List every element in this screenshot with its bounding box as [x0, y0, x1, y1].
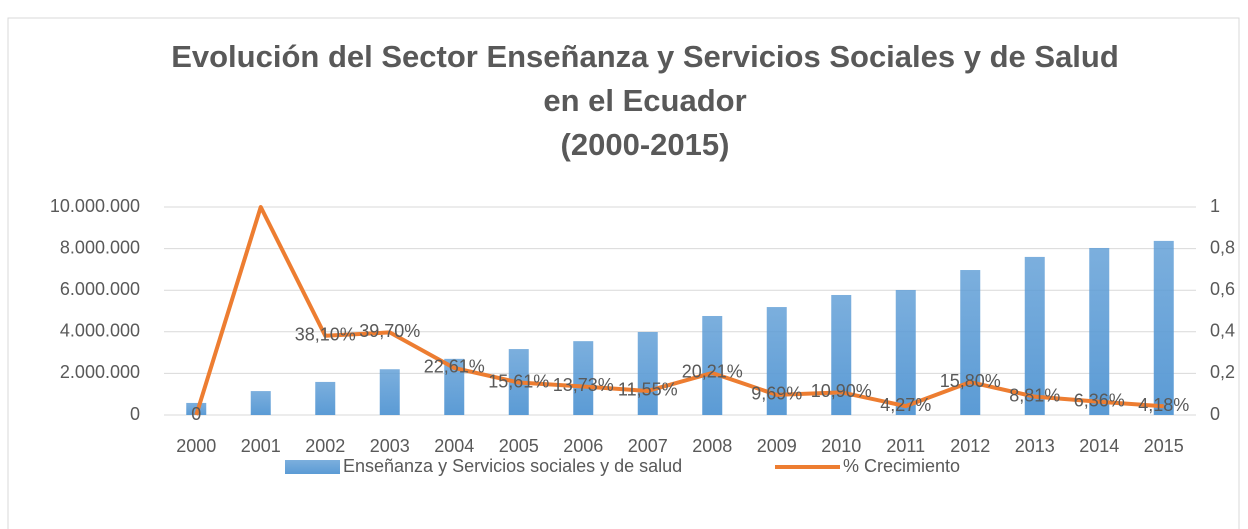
data-label: 10,90% — [811, 381, 872, 401]
data-label: 8,81% — [1009, 385, 1060, 405]
data-label: 6,36% — [1074, 391, 1125, 411]
chart-title: en el Ecuador — [543, 83, 746, 118]
chart-title: (2000-2015) — [561, 127, 730, 162]
x-tick-label: 2000 — [176, 436, 216, 456]
x-tick-label: 2006 — [563, 436, 603, 456]
x-tick-label: 2009 — [757, 436, 797, 456]
legend-label: % Crecimiento — [843, 456, 960, 476]
line — [194, 205, 1164, 416]
x-tick-label: 2005 — [499, 436, 539, 456]
x-tick-label: 2015 — [1144, 436, 1184, 456]
y2-tick-label: 1 — [1210, 196, 1220, 216]
bar — [315, 381, 336, 415]
x-tick-label: 2004 — [434, 436, 474, 456]
bar — [895, 289, 916, 415]
x-tick-label: 2011 — [886, 436, 925, 456]
x-tick-label: 2012 — [950, 436, 990, 456]
x-tick-label: 2010 — [821, 436, 861, 456]
bar — [1024, 256, 1045, 415]
y2-tick-label: 0,4 — [1210, 321, 1235, 341]
bar — [379, 369, 400, 415]
data-label: 20,21% — [682, 362, 743, 382]
bar — [444, 358, 465, 415]
data-label: 22,61% — [424, 357, 485, 377]
data-label: 0 — [191, 404, 201, 424]
legend-swatch — [285, 460, 340, 474]
data-label: 9,69% — [751, 384, 802, 404]
chart-title: Evolución del Sector Enseñanza y Servici… — [171, 39, 1119, 74]
data-label: 15,61% — [488, 371, 549, 391]
bar — [702, 315, 723, 415]
data-label: 11,55% — [618, 380, 678, 400]
data-label: 15,80% — [940, 371, 1001, 391]
bar — [1153, 240, 1174, 415]
y2-tick-label: 0,6 — [1210, 279, 1235, 299]
data-label: 38,10% — [295, 325, 356, 345]
y-tick-label: 0 — [130, 404, 140, 424]
data-label: 13,73% — [553, 375, 614, 395]
x-tick-label: 2008 — [692, 436, 732, 456]
bar — [1089, 247, 1110, 415]
y-tick-label: 6.000.000 — [60, 279, 140, 299]
x-tick-label: 2007 — [628, 436, 668, 456]
x-tick-label: 2002 — [305, 436, 345, 456]
y2-tick-label: 0,8 — [1210, 237, 1235, 257]
data-label: 4,27% — [880, 395, 931, 415]
bar — [250, 391, 271, 415]
y2-tick-label: 0 — [1210, 404, 1220, 424]
bar — [637, 332, 658, 415]
data-label: 4,18% — [1138, 395, 1189, 415]
bar — [960, 270, 981, 415]
x-tick-label: 2013 — [1015, 436, 1055, 456]
y-tick-label: 4.000.000 — [60, 321, 140, 341]
y-tick-label: 8.000.000 — [60, 237, 140, 257]
x-tick-label: 2014 — [1079, 436, 1119, 456]
y-tick-label: 2.000.000 — [60, 362, 140, 382]
y2-tick-label: 0,2 — [1210, 362, 1235, 382]
legend-label: Enseñanza y Servicios sociales y de salu… — [343, 456, 682, 476]
bar — [766, 307, 787, 415]
x-tick-label: 2001 — [241, 436, 281, 456]
x-tick-label: 2003 — [370, 436, 410, 456]
data-label: 39,70% — [359, 321, 420, 341]
y-tick-label: 10.000.000 — [50, 196, 140, 216]
bar — [573, 341, 594, 415]
bar — [831, 294, 852, 415]
